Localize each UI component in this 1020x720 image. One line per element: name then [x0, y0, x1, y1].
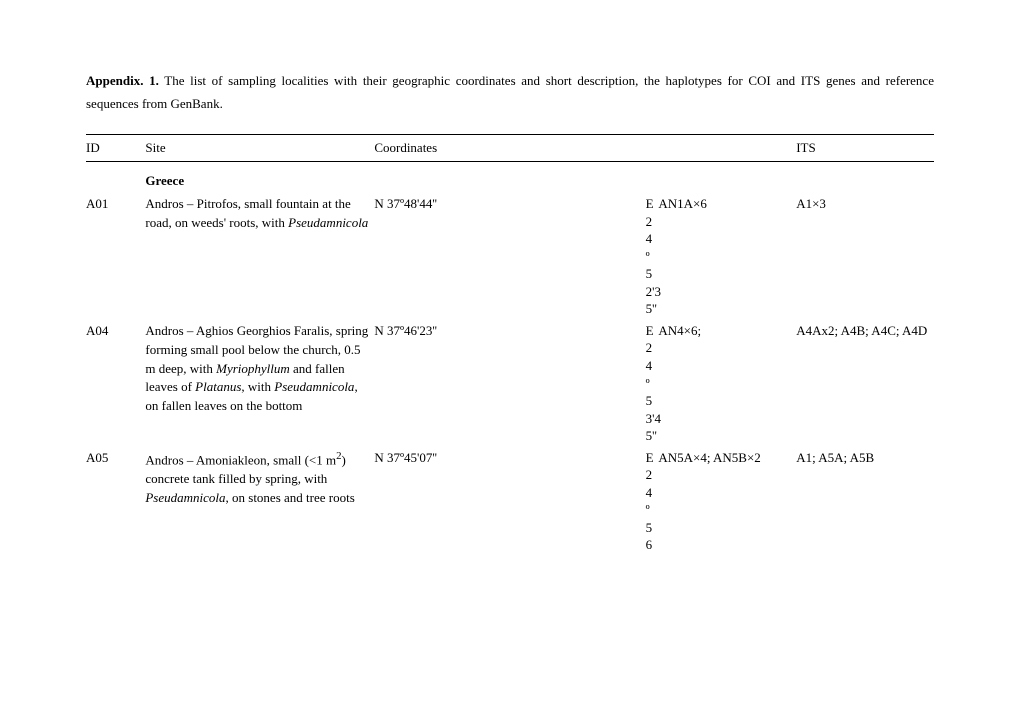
header-id: ID	[86, 134, 145, 162]
caption-label: Appendix. 1.	[86, 73, 159, 88]
cell-site: Andros – Aghios Georghios Faralis, sprin…	[145, 320, 374, 447]
cell-coord-e: E 24º53'45''	[646, 320, 659, 447]
table-row: A01 Andros – Pitrofos, small fountain at…	[86, 193, 934, 320]
cell-coord-n: N 37º48'44''	[374, 193, 645, 320]
region-row: Greece	[86, 170, 934, 193]
header-coordinates: Coordinates	[374, 134, 645, 162]
localities-table: ID Site Coordinates ITS Greece A01 Andro…	[86, 134, 934, 557]
cell-coord-e: E 24º52'35''	[646, 193, 659, 320]
cell-site: Andros – Amoniakleon, small (<1 m2) conc…	[145, 447, 374, 556]
spacer	[86, 162, 934, 171]
header-coi	[658, 134, 796, 162]
table-row: A04 Andros – Aghios Georghios Faralis, s…	[86, 320, 934, 447]
cell-id: A04	[86, 320, 145, 447]
cell-id: A01	[86, 193, 145, 320]
appendix-caption: Appendix. 1. The list of sampling locali…	[86, 70, 934, 116]
cell-its: A1×3	[796, 193, 934, 320]
caption-text: The list of sampling localities with the…	[86, 73, 934, 111]
table-row: A05 Andros – Amoniakleon, small (<1 m2) …	[86, 447, 934, 556]
header-its: ITS	[796, 134, 934, 162]
cell-coi: AN1A×6	[658, 193, 796, 320]
cell-its: A1; A5A; A5B	[796, 447, 934, 556]
header-site: Site	[145, 134, 374, 162]
region-label: Greece	[145, 170, 374, 193]
cell-coord-n: N 37º45'07''	[374, 447, 645, 556]
table-header-row: ID Site Coordinates ITS	[86, 134, 934, 162]
header-coord-e	[646, 134, 659, 162]
cell-its: A4Ax2; A4B; A4C; A4D	[796, 320, 934, 447]
cell-coord-e: E 24º56	[646, 447, 659, 556]
cell-coi: AN4×6;	[658, 320, 796, 447]
cell-coi: AN5A×4; AN5B×2	[658, 447, 796, 556]
cell-site: Andros – Pitrofos, small fountain at the…	[145, 193, 374, 320]
cell-coord-n: N 37º46'23''	[374, 320, 645, 447]
cell-id: A05	[86, 447, 145, 556]
